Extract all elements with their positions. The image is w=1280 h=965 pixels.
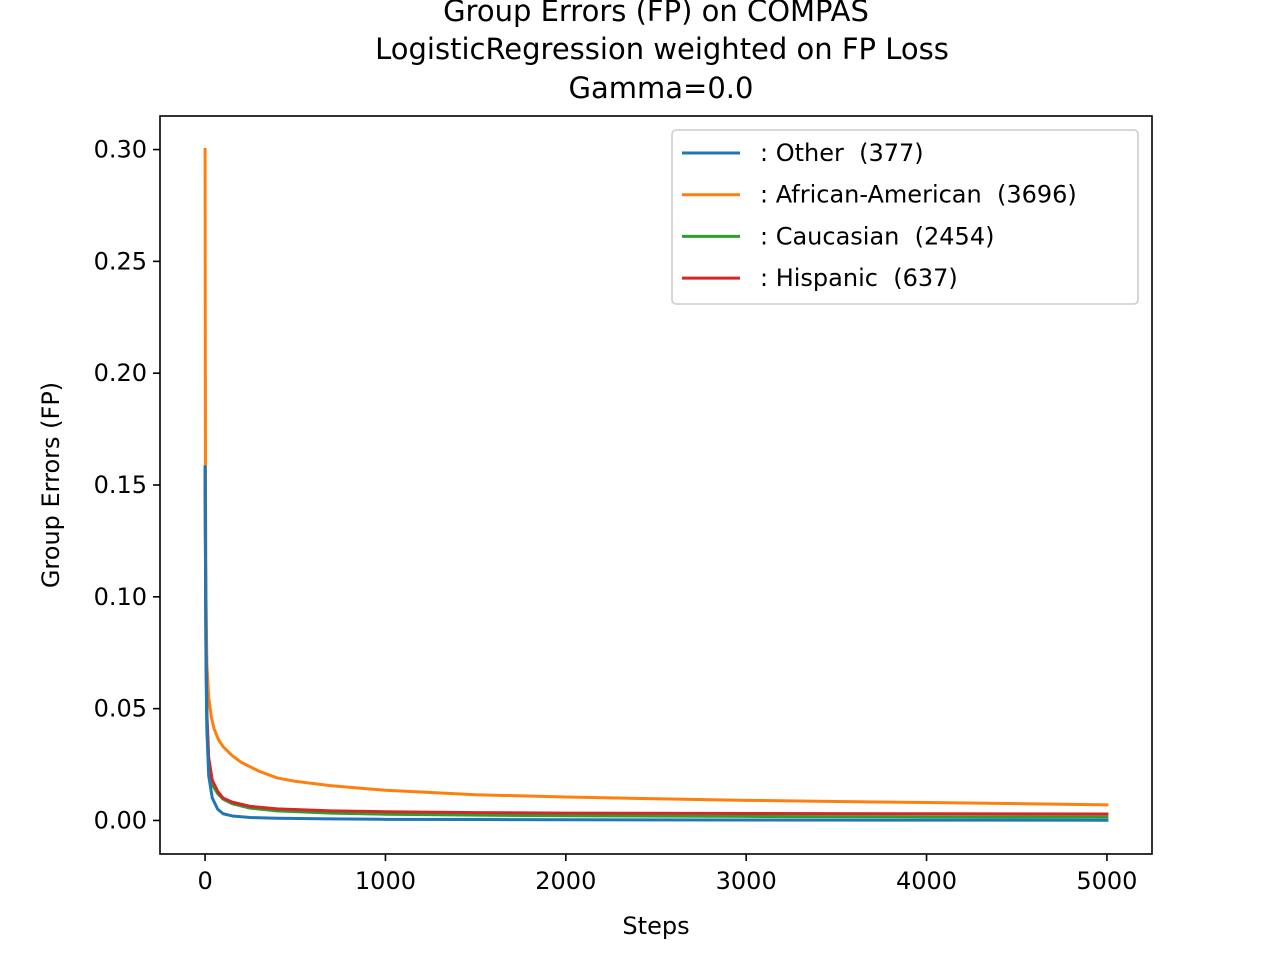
series-lines bbox=[203, 148, 1109, 822]
legend-label-3: : Hispanic (637) bbox=[760, 264, 958, 292]
x-tick-label: 4000 bbox=[896, 867, 957, 895]
series-line-0 bbox=[203, 465, 1109, 822]
x-tick-label: 3000 bbox=[716, 867, 777, 895]
y-tick-label: 0.30 bbox=[94, 136, 147, 164]
x-tick-label: 5000 bbox=[1076, 867, 1137, 895]
y-tick-label: 0.00 bbox=[94, 806, 147, 834]
x-axis-ticks: 0 1000 2000 3000 4000 5000 bbox=[197, 854, 1137, 895]
chart-title: Group Errors (FP) on COMPAS LogisticRegr… bbox=[375, 0, 949, 105]
y-tick-label: 0.15 bbox=[94, 471, 147, 499]
y-tick-label: 0.20 bbox=[94, 359, 147, 387]
legend-label-2: : Caucasian (2454) bbox=[760, 222, 994, 250]
chart-title-line-2: LogisticRegression weighted on FP Loss bbox=[375, 32, 949, 66]
y-axis-ticks: 0.00 0.05 0.10 0.15 0.20 0.25 0.30 bbox=[94, 136, 160, 834]
chart-title-line-1: Group Errors (FP) on COMPAS bbox=[443, 0, 869, 28]
y-tick-label: 0.05 bbox=[94, 695, 147, 723]
x-tick-label: 1000 bbox=[355, 867, 416, 895]
series-line-1 bbox=[203, 148, 1109, 807]
legend-label-1: : African-American (3696) bbox=[760, 181, 1077, 209]
series-line-2 bbox=[203, 465, 1109, 819]
legend-label-0: : Other (377) bbox=[760, 139, 924, 167]
series-line-3 bbox=[203, 465, 1109, 816]
chart-title-line-3: Gamma=0.0 bbox=[569, 71, 754, 105]
x-axis-label: Steps bbox=[622, 912, 689, 940]
y-tick-label: 0.25 bbox=[94, 247, 147, 275]
chart-legend: : Other (377) : African-American (3696) : … bbox=[671, 129, 1139, 305]
legend-frame bbox=[671, 129, 1139, 305]
x-tick-label: 2000 bbox=[535, 867, 596, 895]
y-axis-label: Group Errors (FP) bbox=[37, 382, 65, 588]
y-tick-label: 0.10 bbox=[94, 583, 147, 611]
x-tick-label: 0 bbox=[197, 867, 212, 895]
